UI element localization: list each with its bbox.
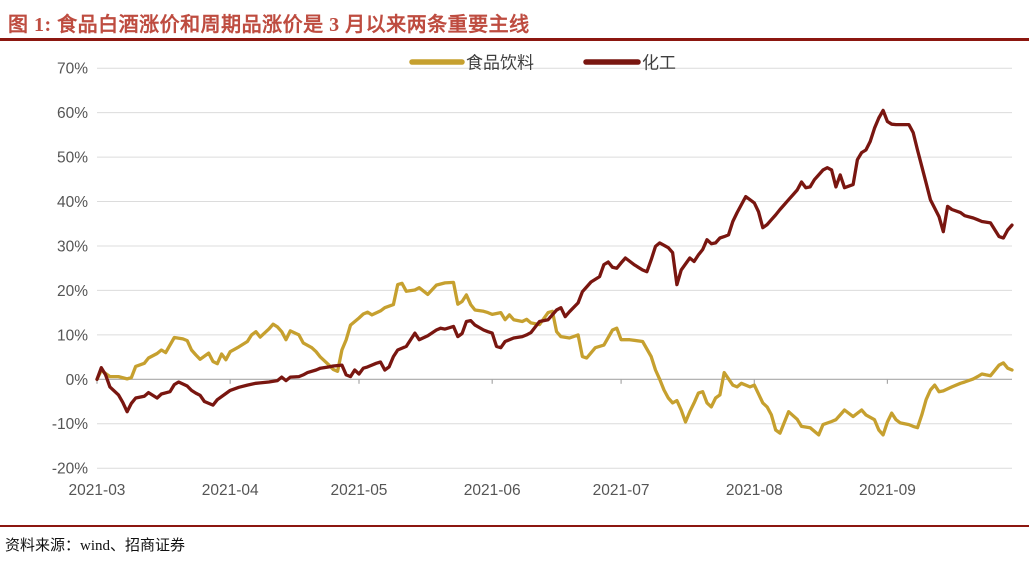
- y-axis-tick-label: -10%: [52, 416, 88, 433]
- y-axis-tick-label: 50%: [57, 150, 88, 167]
- y-axis-tick-label: 60%: [57, 105, 88, 122]
- footer-divider-rule: [0, 525, 1029, 527]
- x-axis-tick-label: 2021-06: [464, 482, 521, 499]
- series-line-chemicals: [95, 108, 1014, 414]
- x-axis-tick-label: 2021-05: [331, 482, 388, 499]
- x-axis-tick-label: 2021-08: [726, 482, 783, 499]
- x-axis-tick-label: 2021-09: [859, 482, 916, 499]
- line-chart-canvas: 70% 60% 50% 40% 30% 20% 10% 0% -10% -20% 2021-03 20…: [52, 54, 1014, 499]
- legend-label-chemicals: 化工: [642, 54, 676, 73]
- title-divider-rule: [0, 38, 1029, 41]
- x-axis-tick-label: 2021-03: [69, 482, 126, 499]
- y-axis-tick-label: -20%: [52, 461, 88, 478]
- x-axis-tick-label: 2021-07: [593, 482, 650, 499]
- y-axis-tick-label: 20%: [57, 283, 88, 300]
- y-axis-tick-label: 30%: [57, 239, 88, 256]
- y-axis-tick-label: 70%: [57, 61, 88, 78]
- series-line-food-beverage: [95, 280, 1014, 437]
- x-axis-tick-label: 2021-04: [202, 482, 259, 499]
- y-axis-tick-label: 0%: [66, 372, 89, 389]
- source-note: 资料来源：wind、招商证券: [5, 538, 186, 554]
- legend-label-food-beverage: 食品饮料: [466, 54, 534, 73]
- page-title: 图 1: 食品白酒涨价和周期品涨价是 3 月以来两条重要主线: [8, 14, 530, 36]
- y-axis-tick-label: 10%: [57, 327, 88, 344]
- y-axis-tick-label: 40%: [57, 194, 88, 211]
